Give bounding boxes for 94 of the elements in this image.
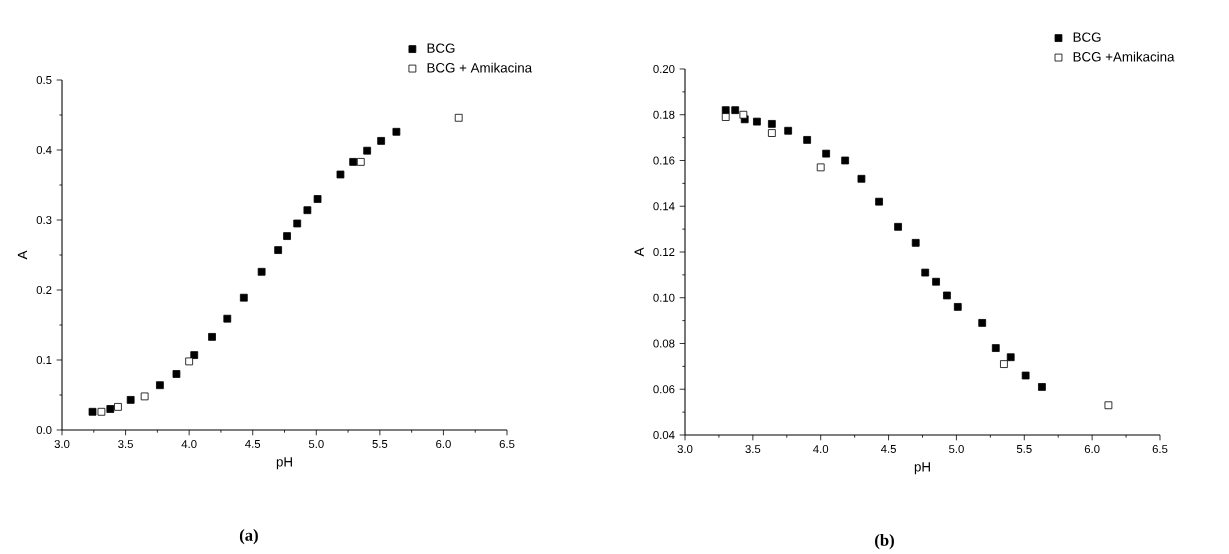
x-tick-label: 6.5 xyxy=(1152,445,1168,454)
x-tick-label: 6.5 xyxy=(499,440,515,449)
point xyxy=(114,403,122,411)
point xyxy=(313,195,322,204)
point xyxy=(921,268,930,277)
point xyxy=(822,149,831,158)
point xyxy=(1006,353,1015,362)
point xyxy=(721,113,730,122)
x-tick-label: 4.5 xyxy=(245,440,261,449)
point xyxy=(991,344,1000,353)
point xyxy=(816,163,825,172)
x-tick-label: 5.0 xyxy=(949,445,964,454)
x-axis-title: pH xyxy=(276,457,292,470)
x-tick-label: 6.0 xyxy=(436,440,451,449)
point xyxy=(731,106,740,115)
y-tick-label: 0.4 xyxy=(36,146,52,155)
point xyxy=(943,291,951,300)
point xyxy=(190,351,199,360)
point xyxy=(363,147,372,155)
point xyxy=(257,268,266,276)
x-tick-label: 3.5 xyxy=(745,445,761,454)
y-tick-label: 0.04 xyxy=(653,431,675,440)
legend-label: BCG xyxy=(427,43,455,54)
x-tick-label: 5.5 xyxy=(372,440,388,449)
point xyxy=(841,156,850,165)
y-tick-label: 0.08 xyxy=(653,339,675,348)
x-tick-label: 4.0 xyxy=(813,445,829,454)
point xyxy=(185,357,194,366)
x-tick-label: 4.5 xyxy=(880,445,896,454)
x-tick-label: 4.0 xyxy=(181,440,197,449)
point xyxy=(721,106,730,115)
point xyxy=(739,111,748,119)
point xyxy=(106,405,115,414)
point xyxy=(1000,360,1008,369)
y-tick-label: 0.20 xyxy=(653,65,675,74)
point xyxy=(239,294,248,302)
point xyxy=(767,120,776,128)
point xyxy=(894,223,902,231)
point xyxy=(1104,401,1113,410)
point xyxy=(1038,383,1046,391)
point xyxy=(126,396,135,404)
y-tick-label: 0.5 xyxy=(36,76,52,85)
legend-label: BCG +Amikacina xyxy=(1073,51,1175,62)
x-tick-label: 3.0 xyxy=(54,440,70,449)
y-tick-label: 0.16 xyxy=(653,156,675,165)
y-axis-title: A xyxy=(634,247,644,257)
point xyxy=(156,381,164,390)
point xyxy=(803,136,812,144)
point xyxy=(392,128,401,136)
x-tick-label: 5.0 xyxy=(308,440,324,449)
point xyxy=(767,129,776,138)
text: (a) xyxy=(239,529,258,545)
point xyxy=(953,303,962,311)
y-tick-label: 0.2 xyxy=(36,286,52,295)
legend-label: BCG xyxy=(1073,32,1101,43)
point xyxy=(377,137,385,145)
y-tick-label: 0.10 xyxy=(653,293,675,302)
text: (b) xyxy=(875,534,894,550)
x-tick-label: 5.5 xyxy=(1016,445,1032,454)
y-tick-label: 0.06 xyxy=(653,385,675,394)
point xyxy=(140,392,149,401)
x-tick-label: 6.0 xyxy=(1084,445,1100,454)
y-axis-title: A xyxy=(17,250,28,260)
point xyxy=(336,170,345,179)
y-tick-label: 0.12 xyxy=(653,248,675,257)
x-axis-title: pH xyxy=(914,462,930,475)
legend-label: BCG + Amikacina xyxy=(427,62,533,73)
y-tick-label: 0.3 xyxy=(36,216,52,225)
point xyxy=(857,175,866,183)
point xyxy=(978,319,987,327)
y-tick-label: 0.14 xyxy=(653,202,675,211)
point xyxy=(88,408,97,416)
point xyxy=(303,206,312,215)
y-tick-label: 0.1 xyxy=(36,356,52,365)
y-tick-label: 0.0 xyxy=(36,426,52,435)
point xyxy=(875,197,883,206)
point xyxy=(283,232,291,241)
point xyxy=(293,219,302,228)
point xyxy=(356,158,365,166)
x-tick-label: 3.0 xyxy=(677,445,693,454)
point xyxy=(97,408,106,416)
point xyxy=(172,370,181,379)
point xyxy=(1021,371,1030,380)
point xyxy=(932,278,940,286)
x-tick-label: 3.5 xyxy=(118,440,133,449)
point xyxy=(208,333,216,341)
point xyxy=(274,246,283,255)
point xyxy=(349,158,358,166)
point xyxy=(223,315,232,323)
y-tick-label: 0.18 xyxy=(653,110,675,119)
point xyxy=(753,117,761,126)
point xyxy=(784,127,793,135)
point xyxy=(911,239,920,247)
point xyxy=(454,114,463,122)
